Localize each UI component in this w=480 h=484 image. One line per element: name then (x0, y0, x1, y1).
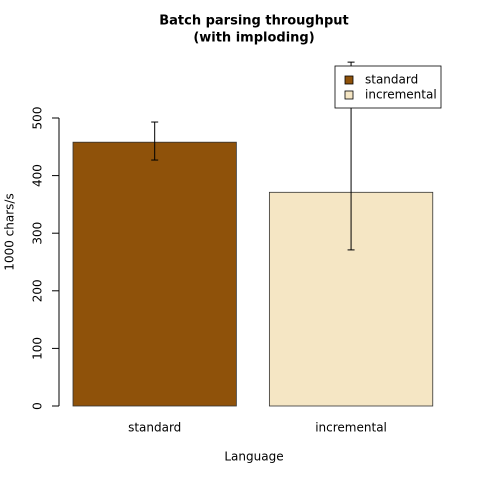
x-axis-label: Language (224, 450, 283, 464)
legend-label: standard (365, 73, 418, 87)
legend-swatch (344, 90, 354, 100)
legend-label: incremental (365, 88, 437, 102)
chart-title: Batch parsing throughput (159, 14, 349, 29)
y-tick-label: 100 (31, 337, 45, 360)
y-tick-label: 200 (31, 279, 45, 302)
y-tick-label: 0 (31, 402, 45, 410)
y-tick-label: 500 (31, 107, 45, 130)
x-tick-label: incremental (315, 421, 387, 435)
legend-swatch (344, 75, 354, 85)
legend-box (334, 65, 442, 109)
y-tick-label: 400 (31, 164, 45, 187)
x-tick-label: standard (128, 421, 181, 435)
bar (72, 141, 237, 407)
y-tick-label: 300 (31, 222, 45, 245)
chart-title: (with imploding) (193, 31, 314, 46)
y-axis-label: 1000 chars/s (3, 193, 17, 270)
